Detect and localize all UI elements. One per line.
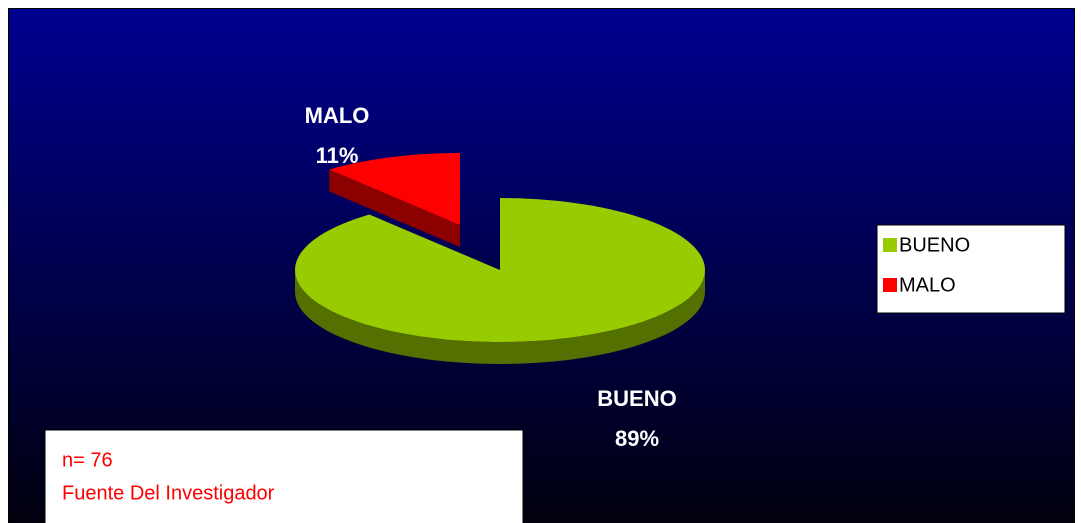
slice-value-label: 11% bbox=[316, 143, 359, 168]
slice-category-label: MALO bbox=[305, 103, 370, 128]
slice-category-label: BUENO bbox=[597, 386, 676, 411]
legend-box bbox=[876, 224, 1066, 314]
legend-swatch bbox=[883, 278, 897, 292]
slice-side bbox=[295, 270, 705, 364]
slice bbox=[329, 153, 460, 225]
slice bbox=[295, 198, 705, 342]
note-box bbox=[44, 429, 524, 523]
legend-swatch bbox=[883, 238, 897, 252]
legend-label: BUENO bbox=[899, 234, 970, 256]
note-sample: n= 76 bbox=[62, 449, 113, 471]
slice-edge bbox=[329, 169, 460, 247]
pie: BUENO 89% MALO 11% bbox=[295, 103, 705, 451]
note-source: Fuente Del Investigador bbox=[62, 482, 275, 504]
legend: BUENO MALO bbox=[883, 234, 970, 296]
slice-value-label: 89% bbox=[615, 426, 659, 451]
legend-label: MALO bbox=[899, 274, 956, 296]
